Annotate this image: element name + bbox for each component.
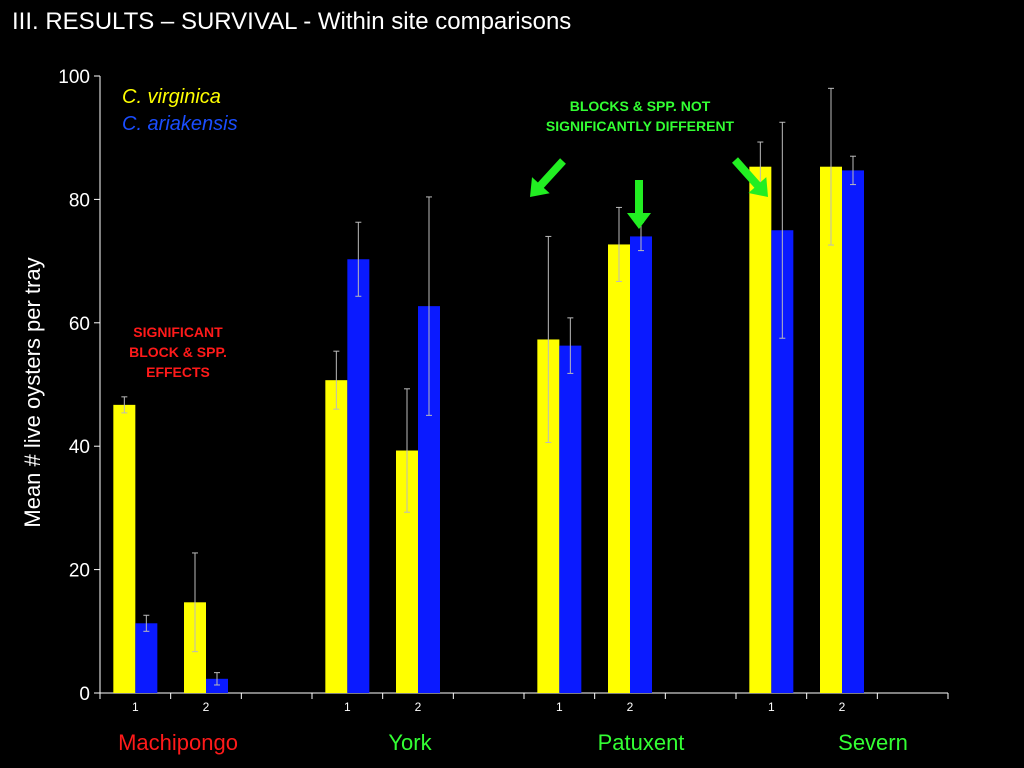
bar-virginica-york-1 bbox=[325, 380, 348, 693]
arrow-down-icon bbox=[627, 180, 651, 229]
y-tick-label: 80 bbox=[69, 190, 90, 211]
y-tick-label: 100 bbox=[58, 67, 90, 88]
bar-virginica-patuxent-2 bbox=[608, 244, 630, 694]
arrow-left-icon bbox=[530, 158, 566, 197]
x-tick-label: 1 bbox=[556, 700, 563, 714]
x-tick-label: 2 bbox=[203, 700, 210, 714]
x-tick-label: 2 bbox=[627, 700, 634, 714]
y-axis-label: Mean # live oysters per tray bbox=[20, 257, 45, 527]
y-tick-label: 60 bbox=[69, 314, 90, 335]
site-label-patuxent: Patuxent bbox=[597, 730, 685, 755]
site-label-severn: Severn bbox=[838, 730, 908, 755]
bar-ariakensis-patuxent-2 bbox=[630, 236, 652, 694]
bar-ariakensis-york-1 bbox=[347, 259, 370, 693]
x-tick-label: 1 bbox=[132, 700, 139, 714]
bar-virginica-severn-2 bbox=[820, 166, 842, 694]
legend-virginica: C. virginica bbox=[122, 86, 221, 108]
bar-ariakensis-machipongo-2 bbox=[206, 678, 228, 693]
legend-ariakensis: C. ariakensis bbox=[122, 113, 238, 135]
y-tick-label: 20 bbox=[69, 561, 90, 582]
bar-virginica-york-2 bbox=[396, 450, 418, 693]
arrow-right-icon bbox=[732, 157, 768, 197]
bar-virginica-patuxent-1 bbox=[537, 339, 560, 693]
bar-ariakensis-york-2 bbox=[418, 306, 440, 693]
annotation-significant: SIGNIFICANT BLOCK & SPP. EFFECTS bbox=[129, 324, 227, 380]
y-tick-label: 40 bbox=[69, 437, 90, 458]
bar-ariakensis-severn-2 bbox=[842, 170, 864, 693]
site-label-york: York bbox=[388, 730, 432, 755]
bar-ariakensis-machipongo-1 bbox=[135, 623, 158, 693]
bar-ariakensis-patuxent-1 bbox=[559, 345, 582, 693]
annotation-not-significant: BLOCKS & SPP. NOT SIGNIFICANTLY DIFFEREN… bbox=[545, 98, 735, 134]
bar-virginica-machipongo-1 bbox=[113, 404, 136, 693]
x-tick-label: 2 bbox=[839, 700, 846, 714]
y-tick-label: 0 bbox=[79, 684, 90, 705]
x-tick-label: 1 bbox=[768, 700, 775, 714]
bar-ariakensis-severn-1 bbox=[771, 230, 794, 693]
page-title: III. RESULTS – SURVIVAL - Within site co… bbox=[12, 8, 572, 35]
x-tick-label: 2 bbox=[415, 700, 422, 714]
x-tick-label: 1 bbox=[344, 700, 351, 714]
bar-virginica-severn-1 bbox=[749, 166, 772, 694]
site-label-machipongo: Machipongo bbox=[118, 730, 238, 755]
